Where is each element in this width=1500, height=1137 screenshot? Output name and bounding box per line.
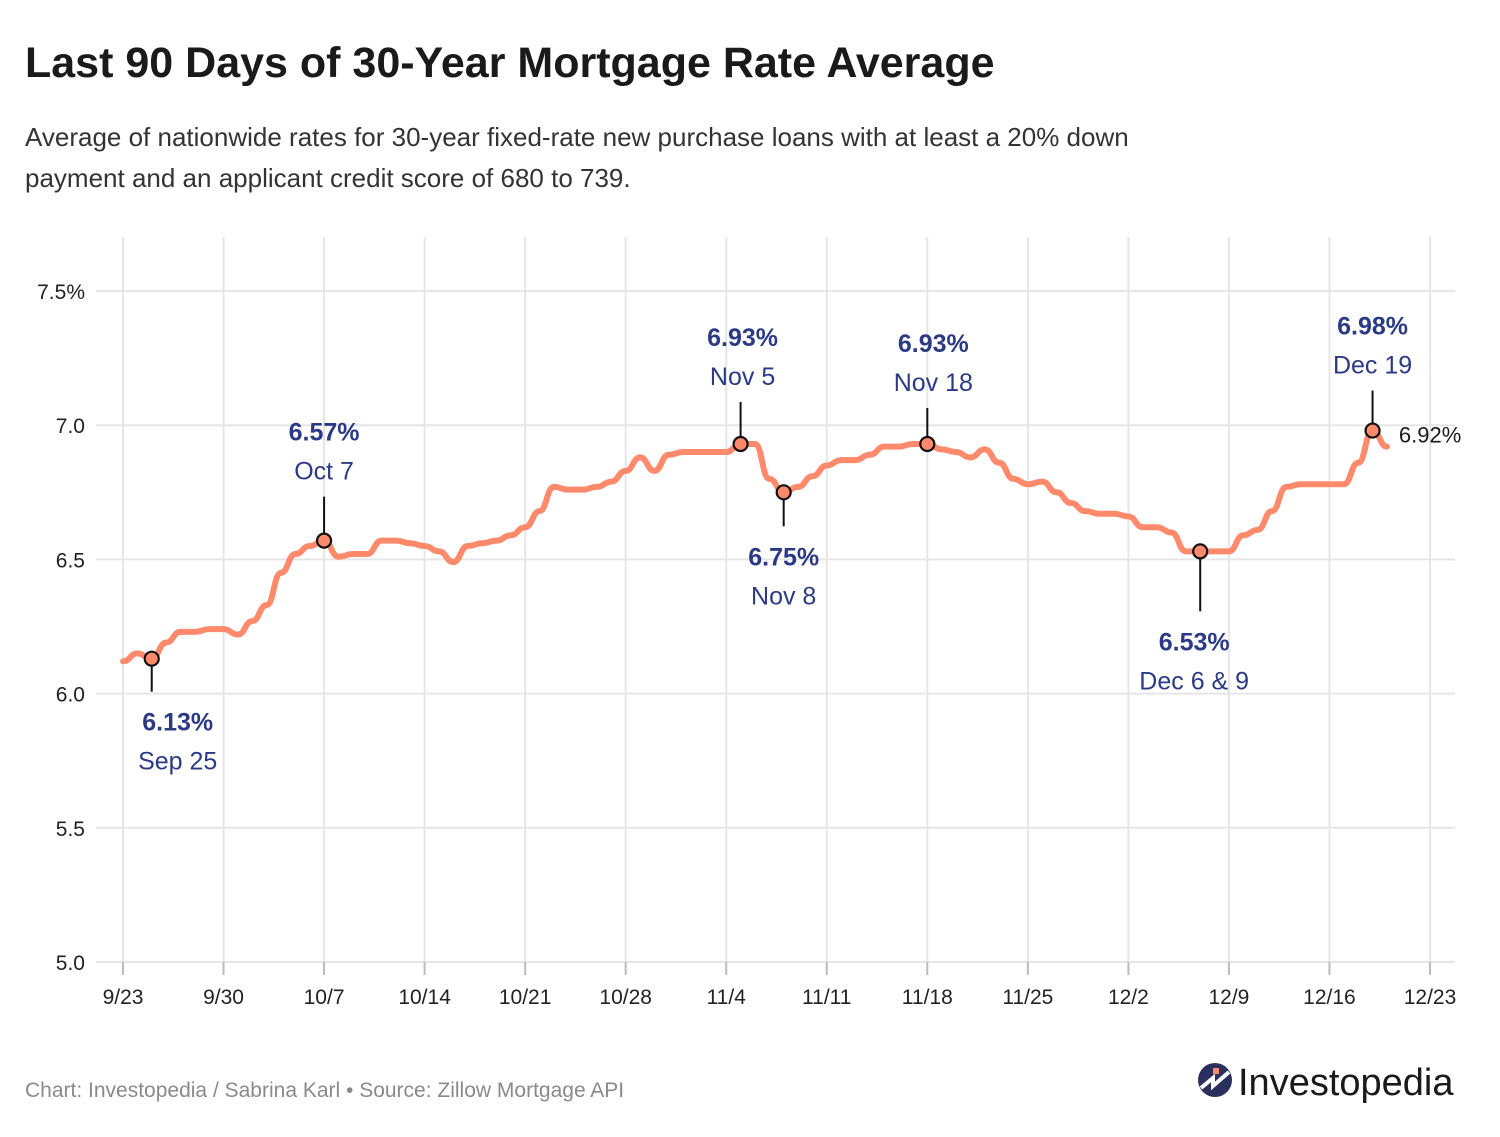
- y-axis-ticks: 5.0 5.5 6.0 6.5 7.0 7.5%: [37, 281, 85, 975]
- annotation-value-label: 6.53%: [1159, 628, 1230, 656]
- investopedia-logo-mark-icon: [1198, 1063, 1232, 1097]
- annotation-dec-6-9: 6.53% Dec 6 & 9: [1139, 543, 1249, 695]
- annotation-marker: [919, 435, 936, 453]
- x-tick-label: 10/21: [499, 986, 552, 1009]
- annotation-date-label: Dec 6 & 9: [1139, 667, 1249, 695]
- annotation-date-label: Nov 18: [894, 369, 973, 397]
- annotation-nov-5: 6.93% Nov 5: [707, 324, 778, 453]
- y-tick-label: 5.0: [56, 952, 85, 975]
- annotations: 6.13% Sep 25 6.57% Oct 7 6.93% Nov 5 6.75% Nov …: [138, 313, 1412, 776]
- gridlines: [96, 237, 1455, 975]
- investopedia-logo: Investopedia: [1198, 1062, 1454, 1104]
- annotation-date-label: Dec 19: [1333, 352, 1412, 380]
- chart-subtitle-line-1: Average of nationwide rates for 30-year …: [25, 122, 1129, 152]
- annotation-value-label: 6.93%: [898, 330, 969, 358]
- y-tick-label: 5.5: [56, 818, 85, 841]
- annotation-date-label: Nov 5: [710, 363, 775, 391]
- logo-wordmark: Investopedia: [1238, 1062, 1454, 1104]
- chart-title: Last 90 Days of 30-Year Mortgage Rate Av…: [25, 39, 995, 87]
- y-tick-label: 6.5: [56, 549, 85, 572]
- y-tick-label: 7.0: [56, 415, 85, 438]
- x-tick-label: 11/25: [1002, 986, 1053, 1009]
- annotation-marker: [1364, 422, 1381, 439]
- annotation-marker: [732, 435, 749, 453]
- annotation-value-label: 6.75%: [748, 543, 819, 571]
- annotation-value-label: 6.98%: [1337, 313, 1408, 341]
- annotation-nov-8: 6.75% Nov 8: [748, 484, 819, 610]
- annotation-date-label: Sep 25: [138, 748, 217, 776]
- annotation-sep-25: 6.13% Sep 25: [138, 650, 217, 776]
- x-tick-label: 12/9: [1208, 986, 1249, 1009]
- x-tick-label: 10/28: [599, 986, 652, 1009]
- footer-credit: Chart: Investopedia / Sabrina Karl • Sou…: [25, 1079, 624, 1102]
- annotation-value-label: 6.57%: [289, 419, 360, 447]
- annotation-marker: [315, 532, 333, 549]
- x-tick-label: 12/23: [1404, 986, 1457, 1009]
- annotation-date-label: Nov 8: [751, 582, 816, 610]
- x-tick-label: 12/2: [1108, 986, 1149, 1009]
- x-tick-label: 9/23: [103, 986, 144, 1009]
- x-tick-label: 11/4: [707, 986, 747, 1009]
- series-line-mortgage-rate: [120, 427, 1390, 665]
- x-tick-label: 11/18: [902, 986, 953, 1009]
- annotation-oct-7: 6.57% Oct 7: [289, 419, 360, 549]
- x-tick-label: 11/11: [802, 986, 851, 1009]
- x-tick-label: 10/14: [398, 986, 451, 1009]
- x-axis-ticks: 9/23 9/30 10/7 10/14 10/21 10/28 11/4 11/11 11/1…: [103, 986, 1457, 1009]
- end-value-label: 6.92%: [1399, 423, 1461, 448]
- annotation-dec-19: 6.98% Dec 19: [1333, 313, 1412, 439]
- x-tick-label: 10/7: [304, 986, 345, 1009]
- y-tick-label: 6.0: [56, 684, 85, 707]
- annotation-value-label: 6.13%: [142, 709, 213, 737]
- y-tick-label: 7.5%: [37, 281, 85, 304]
- annotation-nov-18: 6.93% Nov 18: [894, 330, 973, 453]
- x-tick-label: 12/16: [1303, 986, 1356, 1009]
- annotation-value-label: 6.93%: [707, 324, 778, 352]
- chart-subtitle-line-2: payment and an applicant credit score of…: [25, 163, 631, 193]
- x-tick-label: 9/30: [203, 986, 244, 1009]
- annotation-marker: [775, 484, 792, 501]
- annotation-marker: [1192, 543, 1209, 560]
- annotation-date-label: Oct 7: [294, 458, 354, 486]
- annotation-marker: [143, 650, 160, 667]
- series-line-group: [120, 427, 1390, 665]
